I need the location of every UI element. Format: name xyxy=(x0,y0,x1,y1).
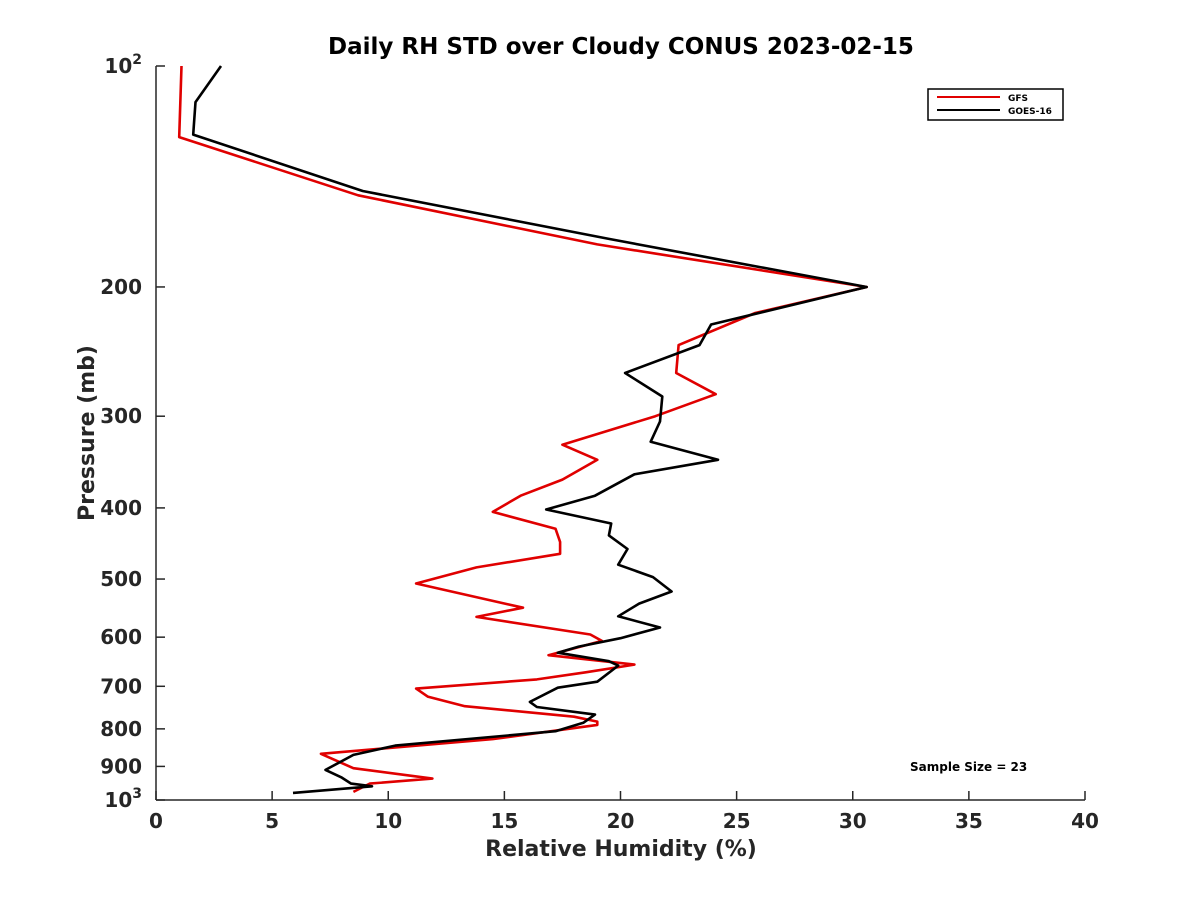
y-tick-label: 103 xyxy=(104,786,142,812)
x-tick-label: 5 xyxy=(265,809,279,833)
series-layer xyxy=(177,65,869,795)
x-tick-label: 0 xyxy=(149,809,163,833)
y-tick-label: 900 xyxy=(100,754,142,778)
x-tick-label: 35 xyxy=(955,809,983,833)
y-tick-label: 102 xyxy=(104,52,142,78)
x-tick-label: 15 xyxy=(490,809,518,833)
x-tick-label: 25 xyxy=(723,809,751,833)
chart-title: Daily RH STD over Cloudy CONUS 2023-02-1… xyxy=(328,34,914,60)
sample-size-annotation: Sample Size = 23 xyxy=(910,760,1027,774)
series-line-goes16 xyxy=(191,65,869,795)
x-tick-label: 40 xyxy=(1071,809,1099,833)
ticks: 0 5 10 15 20 25 30 35 40 102 200 300 400 500 600 700 800… xyxy=(100,52,1099,833)
y-tick-label: 700 xyxy=(100,674,142,698)
legend-label-goes16: GOES-16 xyxy=(1008,107,1052,117)
x-axis-label: Relative Humidity (%) xyxy=(485,837,757,862)
series-line-gfs xyxy=(177,65,869,794)
legend-box xyxy=(927,88,1064,121)
x-tick-label: 30 xyxy=(839,809,867,833)
y-tick-label: 200 xyxy=(100,275,142,299)
y-tick-label: 600 xyxy=(100,625,142,649)
y-tick-label: 500 xyxy=(100,567,142,591)
legend: GFS GOES-16 xyxy=(927,88,1064,121)
y-axis-label: Pressure (mb) xyxy=(75,345,100,521)
x-tick-label: 10 xyxy=(374,809,402,833)
y-tick-label: 300 xyxy=(100,404,142,428)
y-tick-label: 800 xyxy=(100,717,142,741)
y-tick-label: 400 xyxy=(100,496,142,520)
legend-label-gfs: GFS xyxy=(1008,94,1028,104)
x-tick-label: 20 xyxy=(607,809,635,833)
